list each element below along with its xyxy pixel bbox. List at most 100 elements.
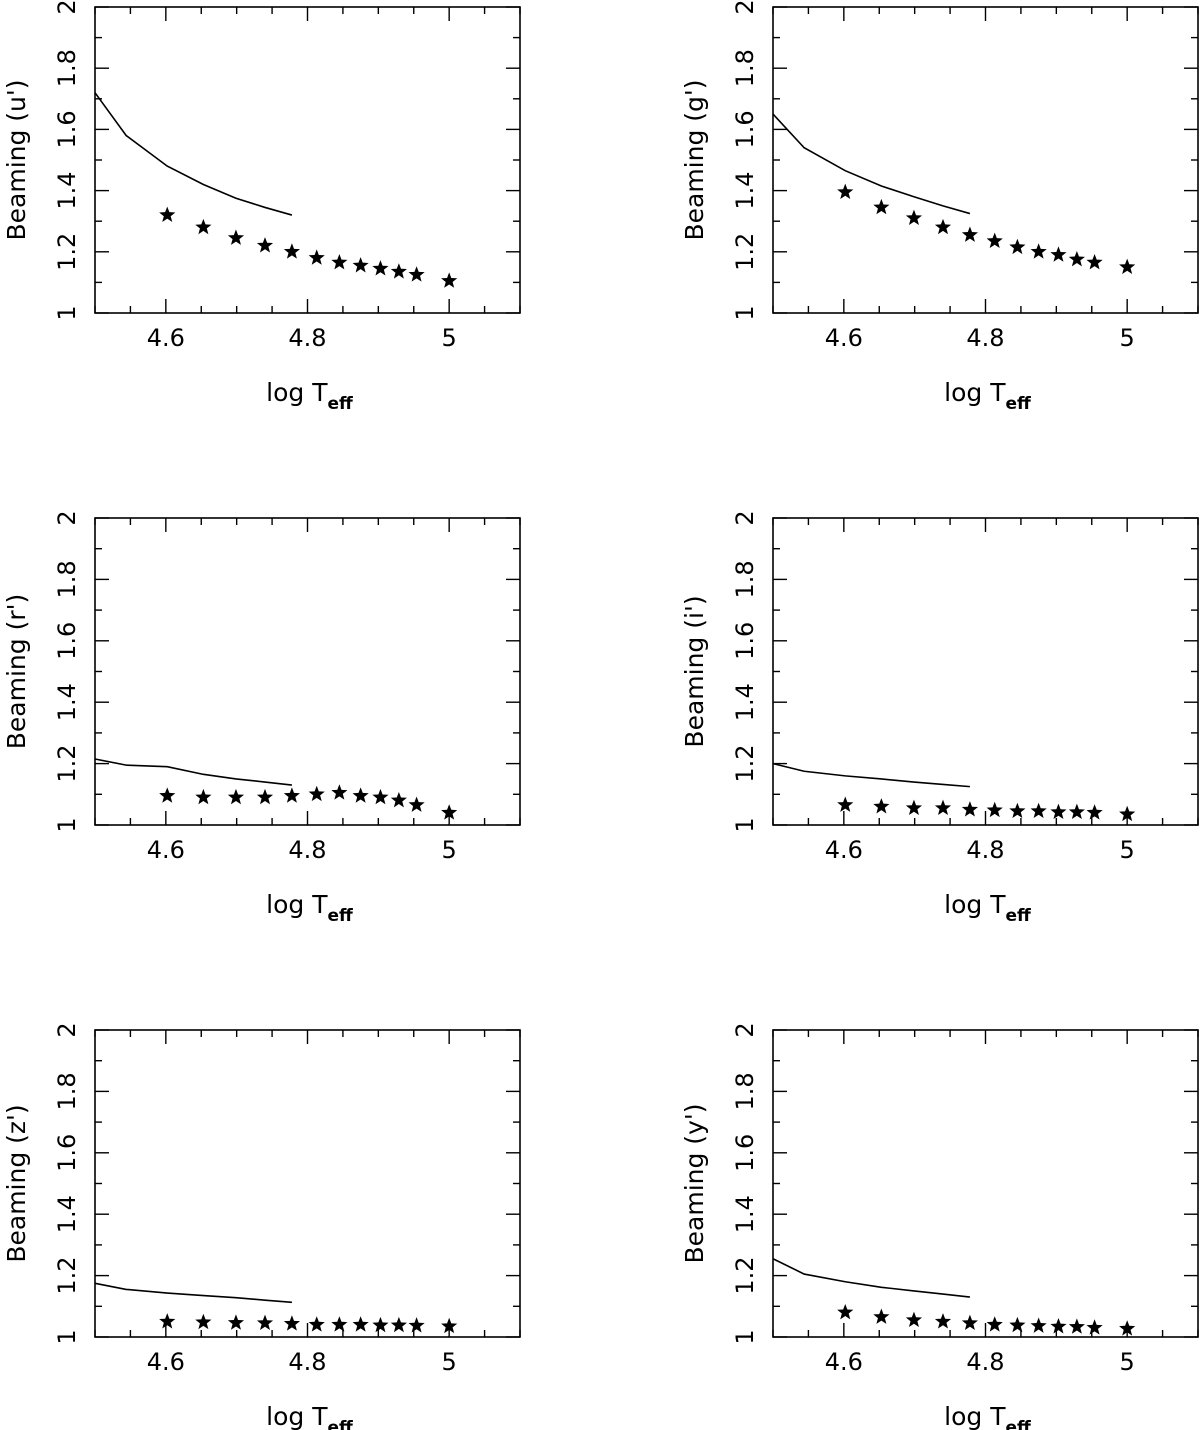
y-tick-label: 2 bbox=[53, 1022, 81, 1037]
star-marker bbox=[837, 183, 854, 200]
star-marker bbox=[441, 272, 458, 288]
y-axis-label: Beaming (z') bbox=[2, 1104, 31, 1262]
star-marker bbox=[1086, 1319, 1103, 1335]
x-tick-label: 4.8 bbox=[288, 324, 326, 352]
star-marker bbox=[159, 206, 176, 222]
star-marker bbox=[308, 249, 325, 265]
x-tick-label: 5 bbox=[442, 1348, 457, 1376]
x-tick-label: 5 bbox=[442, 836, 457, 864]
model-curve bbox=[772, 113, 971, 215]
star-marker bbox=[961, 226, 978, 242]
star-marker bbox=[1068, 803, 1085, 819]
star-marker bbox=[352, 257, 369, 273]
star-marker bbox=[195, 1313, 212, 1330]
star-marker bbox=[331, 254, 348, 270]
star-marker bbox=[1086, 254, 1103, 270]
y-tick-label: 1 bbox=[53, 305, 81, 320]
y-tick-label: 1.8 bbox=[731, 49, 759, 87]
y-tick-label: 1.6 bbox=[731, 1134, 759, 1172]
x-tick-label: 4.8 bbox=[288, 836, 326, 864]
chart-panel-1: 4.6 4.8 5 1 1.2 1.4 1.6 1.8 2 log Teff Beaming (u'… bbox=[2, 0, 521, 414]
plot-frame bbox=[772, 1029, 1199, 1338]
x-tick-label: 4.8 bbox=[966, 1348, 1004, 1376]
star-marker bbox=[256, 1314, 274, 1331]
star-marker bbox=[308, 1316, 325, 1332]
plot-frame bbox=[772, 517, 1199, 826]
star-marker bbox=[331, 784, 348, 800]
chart-panel-4: 4.6 4.8 5 1 1.2 1.4 1.6 1.8 2 log Teff Beaming (i'… bbox=[680, 510, 1199, 926]
x-tick-label: 5 bbox=[1120, 324, 1135, 352]
y-tick-label: 1.2 bbox=[53, 745, 81, 783]
star-marker bbox=[283, 1315, 300, 1331]
star-marker bbox=[283, 787, 300, 803]
y-tick-label: 1 bbox=[731, 305, 759, 320]
star-marker bbox=[1050, 246, 1067, 262]
x-tick-label: 4.6 bbox=[825, 324, 863, 352]
y-tick-label: 1.6 bbox=[731, 110, 759, 148]
x-axis-label: log Teff bbox=[944, 890, 1031, 926]
y-axis-label: Beaming (y') bbox=[680, 1104, 709, 1264]
star-marker bbox=[934, 1313, 952, 1329]
star-marker bbox=[961, 1314, 978, 1331]
x-tick-label: 4.8 bbox=[966, 836, 1004, 864]
x-axis-label-subscript: eff bbox=[328, 906, 354, 926]
y-tick-label: 1.8 bbox=[53, 49, 81, 87]
star-marker bbox=[1009, 238, 1026, 255]
chart-panel-6: 4.6 4.8 5 1 1.2 1.4 1.6 1.8 2 log Teff Beaming (y'… bbox=[680, 1022, 1199, 1430]
x-tick-label: 4.6 bbox=[147, 836, 185, 864]
star-marker bbox=[159, 1313, 176, 1329]
plot-frame bbox=[94, 1029, 521, 1338]
y-tick-label: 1.4 bbox=[53, 683, 81, 721]
star-marker bbox=[1119, 258, 1136, 274]
y-axis-label: Beaming (u') bbox=[2, 79, 31, 240]
x-axis-label-main: log T bbox=[266, 890, 328, 919]
y-tick-label: 1.6 bbox=[53, 1134, 81, 1172]
star-marker bbox=[905, 209, 923, 226]
y-tick-label: 1.2 bbox=[53, 1257, 81, 1295]
y-tick-label: 1 bbox=[53, 817, 81, 832]
star-marker bbox=[934, 218, 952, 235]
x-axis-label: log Teff bbox=[944, 378, 1031, 414]
star-marker bbox=[905, 1311, 923, 1327]
x-axis-label-subscript: eff bbox=[1006, 906, 1032, 926]
star-marker bbox=[256, 788, 274, 805]
star-marker bbox=[195, 788, 212, 805]
star-marker bbox=[408, 1317, 425, 1333]
star-marker bbox=[441, 804, 458, 820]
plot-frame bbox=[94, 517, 521, 826]
star-marker bbox=[934, 799, 952, 815]
chart-panel-2: 4.6 4.8 5 1 1.2 1.4 1.6 1.8 2 log Teff Beaming (g'… bbox=[680, 0, 1199, 414]
star-marker bbox=[195, 218, 212, 235]
x-tick-label: 4.8 bbox=[288, 1348, 326, 1376]
star-marker bbox=[308, 785, 325, 802]
y-tick-label: 1 bbox=[731, 1329, 759, 1344]
x-axis-label: log Teff bbox=[944, 1402, 1031, 1430]
star-marker bbox=[837, 796, 854, 812]
star-marker bbox=[390, 791, 407, 808]
y-tick-label: 1.2 bbox=[53, 233, 81, 271]
star-marker bbox=[441, 1317, 458, 1334]
y-tick-label: 2 bbox=[53, 510, 81, 525]
star-marker bbox=[1030, 802, 1047, 819]
y-tick-label: 1.4 bbox=[731, 683, 759, 721]
x-axis-label-main: log T bbox=[944, 378, 1006, 407]
star-marker bbox=[227, 1314, 245, 1330]
star-marker bbox=[352, 787, 369, 803]
star-marker bbox=[1009, 802, 1026, 819]
star-marker bbox=[837, 1303, 854, 1320]
star-marker bbox=[961, 801, 978, 817]
y-axis-label: Beaming (r') bbox=[2, 594, 31, 749]
model-curve bbox=[772, 762, 970, 788]
x-tick-label: 4.6 bbox=[147, 1348, 185, 1376]
star-marker bbox=[159, 787, 176, 803]
x-tick-label: 4.6 bbox=[825, 836, 863, 864]
star-marker bbox=[1009, 1316, 1026, 1333]
star-marker bbox=[408, 266, 425, 282]
y-tick-label: 1.2 bbox=[731, 745, 759, 783]
x-axis-label-subscript: eff bbox=[328, 1418, 354, 1430]
star-marker bbox=[873, 198, 890, 215]
star-marker bbox=[1119, 1320, 1136, 1336]
star-marker bbox=[352, 1316, 369, 1332]
y-tick-label: 1.8 bbox=[731, 560, 759, 598]
